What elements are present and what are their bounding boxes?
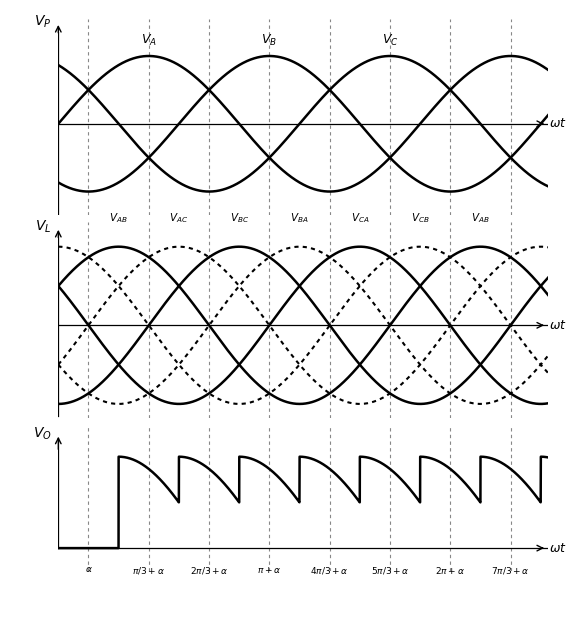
Text: $V_{BA}$: $V_{BA}$ [290,211,309,225]
Text: $\omega t$: $\omega t$ [549,117,567,130]
Text: $\omega t$: $\omega t$ [549,542,567,555]
Text: $V_C$: $V_C$ [382,33,398,48]
Text: $V_{CA}$: $V_{CA}$ [350,211,369,225]
Text: $V_{BC}$: $V_{BC}$ [230,211,249,225]
Text: $5\pi/3+\alpha$: $5\pi/3+\alpha$ [371,565,409,575]
Text: $V_{AB}$: $V_{AB}$ [109,211,128,225]
Text: $V_L$: $V_L$ [35,219,51,235]
Text: $4\pi/3+\alpha$: $4\pi/3+\alpha$ [310,565,349,575]
Text: $V_{AB}$: $V_{AB}$ [471,211,490,225]
Text: $2\pi/3+\alpha$: $2\pi/3+\alpha$ [189,565,229,575]
Text: $7\pi/3+\alpha$: $7\pi/3+\alpha$ [491,565,530,575]
Text: $V_P$: $V_P$ [34,14,51,31]
Text: $\pi+\alpha$: $\pi+\alpha$ [257,565,282,575]
Text: $\alpha$: $\alpha$ [85,565,92,573]
Text: $V_{CB}$: $V_{CB}$ [411,211,430,225]
Text: $\pi/3+\alpha$: $\pi/3+\alpha$ [132,565,165,575]
Text: $V_A$: $V_A$ [141,33,157,48]
Text: $V_B$: $V_B$ [261,33,278,48]
Text: $2\pi+\alpha$: $2\pi+\alpha$ [436,565,465,575]
Text: $\omega t$: $\omega t$ [549,319,567,332]
Text: $V_{AC}$: $V_{AC}$ [170,211,188,225]
Text: $V_O$: $V_O$ [33,426,51,442]
